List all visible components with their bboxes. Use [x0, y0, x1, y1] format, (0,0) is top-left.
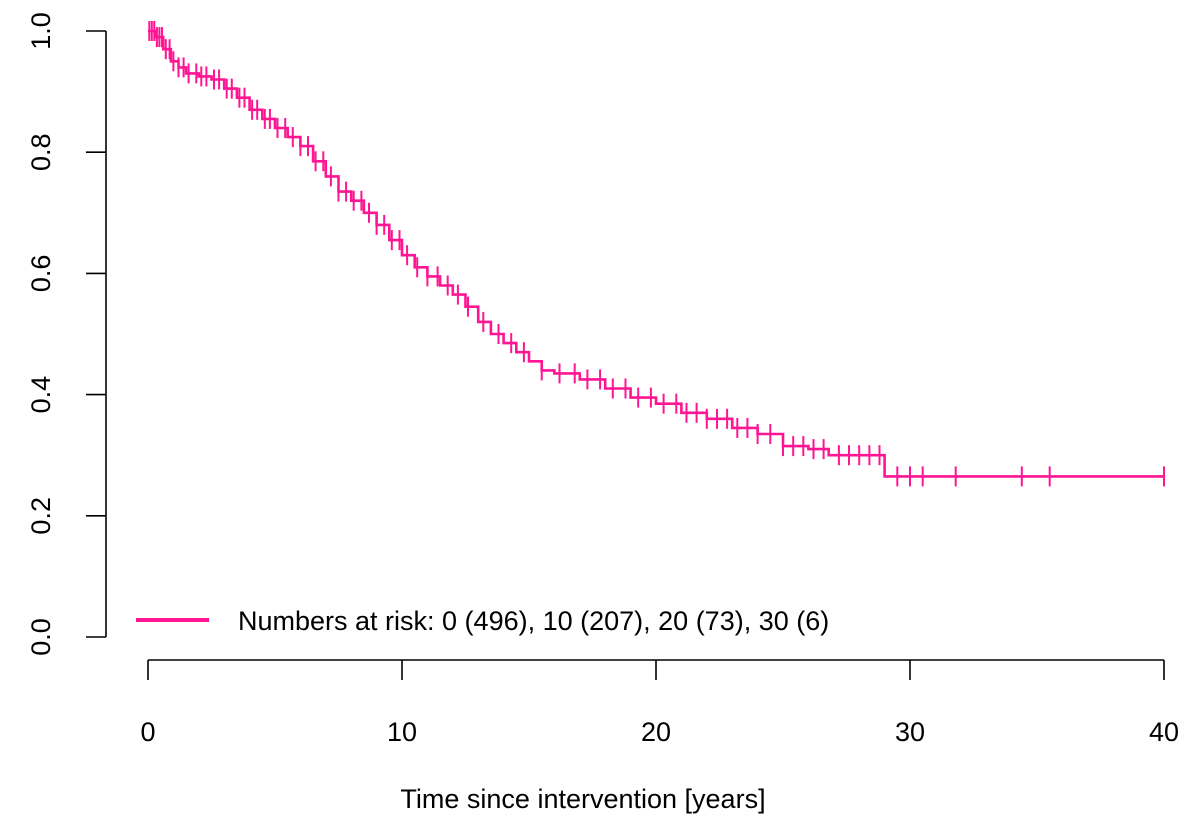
plot-area — [148, 21, 1165, 487]
y-tick-label: 1.0 — [26, 12, 56, 50]
x-ticks: 0 10 20 30 40 — [140, 660, 1179, 747]
x-axis-title: Time since intervention [years] — [400, 784, 765, 814]
y-tick-label: 0.0 — [26, 618, 56, 656]
legend: Numbers at risk: 0 (496), 10 (207), 20 (… — [136, 606, 829, 636]
x-tick-label: 20 — [641, 717, 671, 747]
legend-label: Numbers at risk: 0 (496), 10 (207), 20 (… — [238, 606, 829, 636]
x-tick-label: 40 — [1149, 717, 1179, 747]
y-tick-label: 0.6 — [26, 255, 56, 293]
x-tick-label: 10 — [387, 717, 417, 747]
y-tick-label: 0.4 — [26, 376, 56, 414]
y-tick-label: 0.8 — [26, 133, 56, 171]
y-tick-label: 0.2 — [26, 497, 56, 535]
x-tick-label: 0 — [140, 717, 155, 747]
x-axis: 0 10 20 30 40 Time since intervention [years… — [140, 659, 1179, 814]
y-ticks: 0.0 0.2 0.4 0.6 0.8 1.0 — [26, 12, 106, 656]
y-axis: 0.0 0.2 0.4 0.6 0.8 1.0 — [26, 12, 107, 656]
x-tick-label: 30 — [895, 717, 925, 747]
survival-curve — [148, 29, 1164, 478]
